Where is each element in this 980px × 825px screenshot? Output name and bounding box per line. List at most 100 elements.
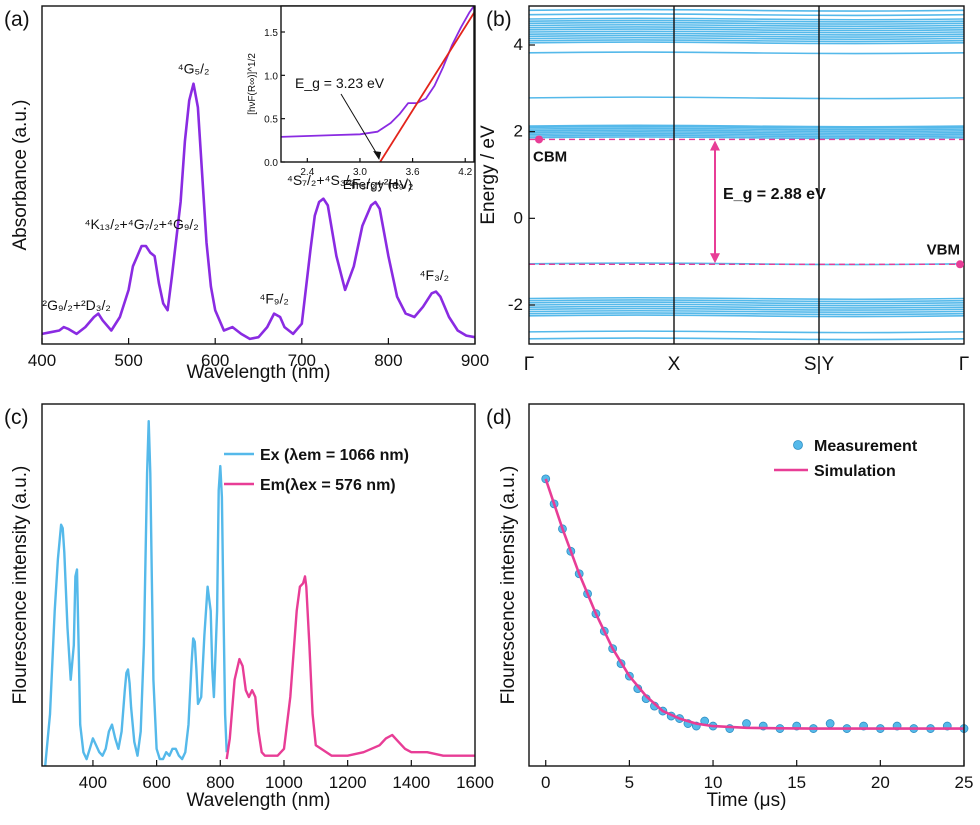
inset-x-axis-label: Energy (eV) [343,177,412,192]
vbm-label: VBM [927,241,960,258]
panel-a-x-tick-label: 700 [288,351,316,370]
panel-d-x-tick-label: 0 [541,773,550,792]
band-line [528,262,965,266]
inset-y-tick-label: 0.0 [264,158,278,169]
band-line [528,337,965,341]
band-line [528,303,965,307]
panel-b-y-tick-label: 2 [514,122,523,141]
peak-annotation: ⁴G₅/₂ [178,61,210,77]
panel-c-x-tick-label: 1000 [265,773,303,792]
absorbance-line [41,82,476,341]
panel-a-x-tick-label: 900 [461,351,489,370]
panel-c-x-tick-label: 1600 [456,773,494,792]
band-gap-label: E_g = 2.88 eV [723,186,826,203]
legend-label: Em(λex = 576 nm) [260,477,396,494]
panel-c-frame [41,403,476,767]
panel-d-frame [528,403,965,767]
panel-b-y-tick-label: -2 [508,295,523,314]
panel-d-x-tick-label: 15 [787,773,806,792]
band-line [528,30,965,34]
emission-spectrum-line [225,575,475,760]
band-line [528,32,965,36]
band-line [528,307,965,311]
peak-annotation: ⁴F₉/₂ [259,290,288,306]
legend-label: Simulation [814,463,896,480]
band-line [528,39,965,43]
band-line [528,36,965,41]
cbm-label: CBM [533,148,567,165]
panel-c-label: (c) [4,406,29,429]
panel-a-x-tick-label: 400 [28,351,56,370]
panel-d-x-tick-label: 20 [871,773,890,792]
panel-d-x-tick-label: 25 [955,773,974,792]
panel-d-label: (d) [486,406,512,429]
inset-eg-arrowhead [373,151,382,160]
peak-annotation: ⁴F₅/₂+²H₉/₂ [346,176,413,192]
peak-annotation: ⁴K₁₃/₂+⁴G₇/₂+⁴G₉/₂ [84,216,198,232]
cbm-marker [535,135,543,144]
legend-marker [793,440,803,450]
kpoint-label: Γ [524,354,534,375]
inset-frame [280,5,475,163]
band-line [528,96,965,100]
band-line [528,26,965,30]
panel-b-y-tick-label: 0 [514,208,523,227]
band-line [528,296,965,301]
inset-y-axis-label: [hνF(R∞)]^1/2 [247,53,258,115]
inset-fit-line [379,12,475,163]
panel-c-x-tick-label: 400 [79,773,107,792]
panel-a-x-axis-label: Wavelength (nm) [187,362,331,383]
panel-c-x-tick-label: 600 [142,773,170,792]
band-line [528,41,965,45]
band-line [528,132,965,136]
band-line [528,314,965,318]
inset-eg-annotation: E_g = 3.23 eV [295,75,385,91]
band-line [528,23,965,28]
band-line [528,129,965,133]
excitation-spectrum-line [44,420,228,767]
band-line [528,21,965,25]
band-line [528,136,965,140]
band-line [528,28,965,32]
band-line [528,134,965,138]
panel-c-x-axis-label: Wavelength (nm) [187,790,331,811]
band-line [528,312,965,316]
band-line [528,13,965,17]
band-line [528,19,965,23]
panel-a-label: (a) [4,8,30,31]
panel-c-x-tick-label: 800 [206,773,234,792]
panel-a-y-axis-label: Absorbance (a.u.) [10,99,31,250]
band-line [528,17,965,21]
panel-d-x-axis-label: Time (μs) [707,790,787,811]
band-line [528,8,965,12]
band-line [528,305,965,309]
kpoint-label: X [668,354,681,375]
band-line [528,309,965,314]
panel-c-y-axis-label: Flourescence intensity (a.u.) [10,466,31,705]
peak-annotation: ⁴S₇/₂+⁴S₃/₂ [287,172,355,188]
band-gap-arrowhead-up [710,140,720,151]
band-line [528,51,965,55]
band-line [528,127,965,131]
inset-y-tick-label: 0.5 [264,115,278,126]
band-line [528,299,965,303]
band-gap-arrowhead-down [710,253,720,264]
panel-b-y-tick-label: 4 [514,35,523,54]
panel-d-x-tick-label: 5 [625,773,634,792]
measurement-point [825,719,835,728]
inset-x-tick-label: 3.0 [353,167,367,178]
panel-a-x-tick-label: 600 [201,351,229,370]
inset-x-tick-label: 2.4 [300,167,314,178]
kpoint-label: Γ [959,354,969,375]
peak-annotation: ⁴F₃/₂ [420,267,450,283]
inset-x-tick-label: 4.2 [458,167,472,178]
band-line [528,130,965,135]
panel-d-x-tick-label: 10 [704,773,723,792]
inset-x-tick-label: 3.6 [406,167,420,178]
inset-y-tick-label: 1.5 [264,28,278,39]
band-line [528,330,965,334]
panel-a-x-tick-label: 800 [374,351,402,370]
vbm-marker [956,260,964,269]
simulation-line [544,478,964,730]
